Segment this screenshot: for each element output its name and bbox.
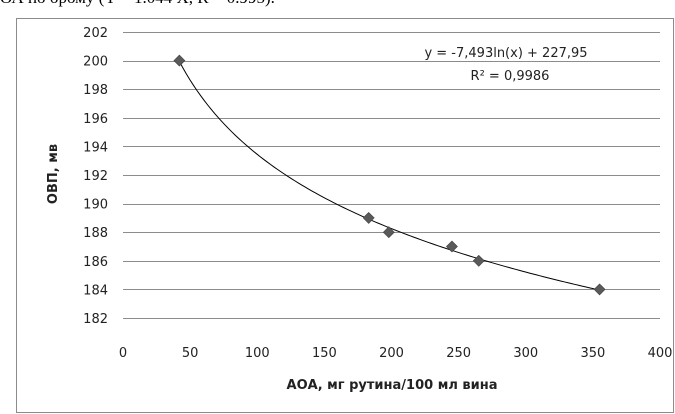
x-tick-label: 50 bbox=[182, 346, 199, 361]
x-tick-label: 100 bbox=[245, 346, 270, 361]
y-tick-label: 192 bbox=[83, 169, 108, 184]
chart-area-border bbox=[16, 18, 674, 413]
y-tick-label: 194 bbox=[83, 140, 108, 155]
x-tick-label: 150 bbox=[312, 346, 337, 361]
x-tick-label: 250 bbox=[446, 346, 471, 361]
y-tick-label: 202 bbox=[83, 26, 108, 41]
y-tick-label: 200 bbox=[83, 55, 108, 70]
y-tick-label: 186 bbox=[83, 255, 108, 270]
y-tick-label: 198 bbox=[83, 83, 108, 98]
header-text: ОА по брому (Y = 1.044 X, R = 0.995). bbox=[0, 0, 275, 8]
r-squared-label: R² = 0,9986 bbox=[471, 69, 550, 84]
y-tick-label: 190 bbox=[83, 198, 108, 213]
data-point-marker bbox=[362, 211, 375, 224]
y-tick-label: 196 bbox=[83, 112, 108, 127]
x-tick-labels: 0 50 100 150 200 250 300 350 400 bbox=[119, 346, 673, 361]
y-axis-title: ОВП, мв bbox=[46, 144, 61, 204]
data-point-marker bbox=[382, 226, 395, 239]
y-tick-labels: 182 184 186 188 190 192 194 196 198 200 202 bbox=[83, 26, 108, 327]
x-tick-label: 200 bbox=[379, 346, 404, 361]
data-point-marker bbox=[472, 254, 485, 267]
y-tick-label: 184 bbox=[83, 283, 108, 298]
x-axis-title: АОА, мг рутина/100 мл вина bbox=[287, 378, 498, 393]
x-tick-label: 0 bbox=[119, 346, 127, 361]
x-tick-label: 400 bbox=[648, 346, 673, 361]
data-point-marker bbox=[593, 283, 606, 296]
y-tick-label: 188 bbox=[83, 226, 108, 241]
y-tick-label: 182 bbox=[83, 312, 108, 327]
trendline-equation: y = -7,493ln(x) + 227,95 bbox=[424, 46, 587, 61]
x-tick-label: 350 bbox=[580, 346, 605, 361]
data-points bbox=[173, 54, 606, 296]
x-tick-label: 300 bbox=[513, 346, 538, 361]
data-point-marker bbox=[445, 240, 458, 253]
gridlines bbox=[123, 32, 660, 319]
data-point-marker bbox=[173, 54, 186, 67]
